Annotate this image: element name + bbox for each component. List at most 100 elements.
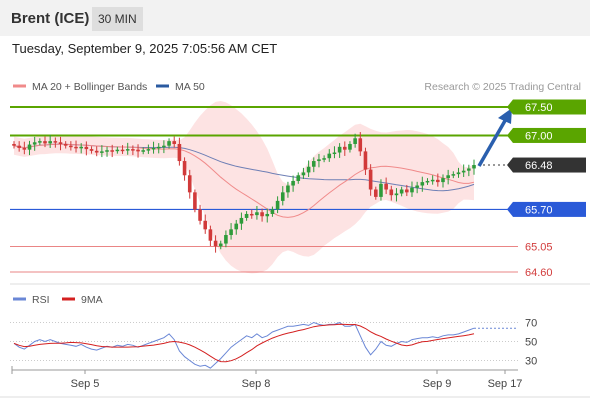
candle <box>244 211 249 221</box>
svg-text:65.70: 65.70 <box>525 204 553 216</box>
candle <box>337 143 342 158</box>
level-badge-67-50: 67.50 <box>507 99 586 115</box>
candle <box>193 189 197 213</box>
moving-averages <box>13 143 475 218</box>
candle <box>53 137 58 148</box>
candle <box>187 169 192 199</box>
rsi-ma-line <box>13 323 475 363</box>
candle <box>379 179 383 201</box>
candle <box>172 136 177 148</box>
svg-text:66.48: 66.48 <box>525 160 553 172</box>
level-badge-65-70: 65.70 <box>507 201 586 217</box>
candle <box>27 140 32 156</box>
bollinger-band-area <box>14 101 474 274</box>
candle <box>348 141 352 153</box>
candle <box>436 173 440 187</box>
candle <box>275 196 280 214</box>
svg-text:67.00: 67.00 <box>525 130 553 142</box>
ma50-legend-label: MA 50 <box>175 81 205 93</box>
candle <box>265 208 270 223</box>
candle <box>425 178 430 185</box>
candle <box>270 206 275 217</box>
header-bar: Brent (ICE) 30 MIN <box>0 0 590 36</box>
candle <box>203 214 208 234</box>
candle <box>286 181 290 198</box>
candle <box>249 209 254 219</box>
candle <box>136 144 140 158</box>
instrument-title: Brent (ICE) <box>11 10 90 27</box>
candle <box>389 185 394 201</box>
candle <box>120 145 125 154</box>
candle <box>451 171 456 179</box>
candle <box>296 172 301 184</box>
rsi-tick-30: 30 <box>525 356 537 368</box>
candle <box>255 206 259 220</box>
bollinger-bands <box>14 101 474 274</box>
x-tick-label: Sep 8 <box>242 378 271 390</box>
candle <box>327 149 332 162</box>
candle <box>218 240 223 250</box>
candle <box>306 160 311 177</box>
candle <box>105 146 109 157</box>
candle <box>94 146 99 157</box>
candle <box>291 175 295 192</box>
rsi-tick-70: 70 <box>525 318 537 330</box>
candle <box>32 136 37 151</box>
timeframe-badge[interactable]: 30 MIN <box>92 7 143 31</box>
ma20-legend-label: MA 20 + Bollinger Bands <box>32 81 147 93</box>
candle <box>332 146 337 159</box>
candlesticks <box>12 132 476 253</box>
candle <box>141 147 146 155</box>
candle <box>131 145 135 156</box>
candle <box>234 219 239 235</box>
candle <box>415 181 419 194</box>
candle <box>410 181 414 197</box>
level-label-65-05: 65.05 <box>525 241 553 253</box>
candle <box>467 164 471 177</box>
rsi-legend-label: RSI <box>32 294 50 306</box>
candle <box>446 169 450 185</box>
candle <box>405 184 409 197</box>
x-tick-label: Sep 5 <box>71 378 100 390</box>
candle <box>125 142 130 155</box>
candle <box>456 167 461 178</box>
candle <box>12 141 16 149</box>
candle <box>342 141 347 156</box>
candle <box>17 141 21 152</box>
candle <box>198 204 202 225</box>
rsi-pane: 70 50 30 <box>10 318 537 369</box>
x-axis: Sep 5 Sep 8 Sep 9 Sep 17 <box>11 366 523 390</box>
projection-arrow <box>477 108 512 167</box>
candle <box>100 145 104 158</box>
candle <box>420 176 425 192</box>
x-tick-label: Sep 9 <box>423 378 452 390</box>
candle <box>472 159 476 175</box>
candle <box>156 143 161 154</box>
candle <box>229 223 233 240</box>
candle <box>151 141 156 154</box>
candle <box>399 186 404 197</box>
candle <box>208 225 213 247</box>
candle <box>260 208 264 222</box>
candle <box>79 143 83 154</box>
timestamp: Tuesday, September 9, 2025 7:05:56 AM CE… <box>12 41 278 56</box>
level-labels: 67.50 67.00 66.48 65.70 65.05 64.60 <box>507 99 586 279</box>
candle <box>239 212 244 230</box>
candle <box>38 138 42 146</box>
level-badge-67-00: 67.00 <box>507 127 586 143</box>
candle <box>224 230 228 248</box>
candle <box>162 140 166 154</box>
candle <box>441 174 445 188</box>
level-label-64-60: 64.60 <box>525 267 553 279</box>
x-tick-label: Sep 17 <box>488 378 523 390</box>
candle <box>317 153 321 168</box>
level-badge-66-48: 66.48 <box>507 157 586 173</box>
candle <box>384 177 388 195</box>
candle <box>69 141 73 151</box>
candle <box>146 144 151 154</box>
candle <box>394 188 399 202</box>
candle <box>22 141 27 155</box>
rsi-ma-legend-label: 9MA <box>81 294 103 306</box>
candle <box>63 141 68 149</box>
candle <box>74 140 78 153</box>
